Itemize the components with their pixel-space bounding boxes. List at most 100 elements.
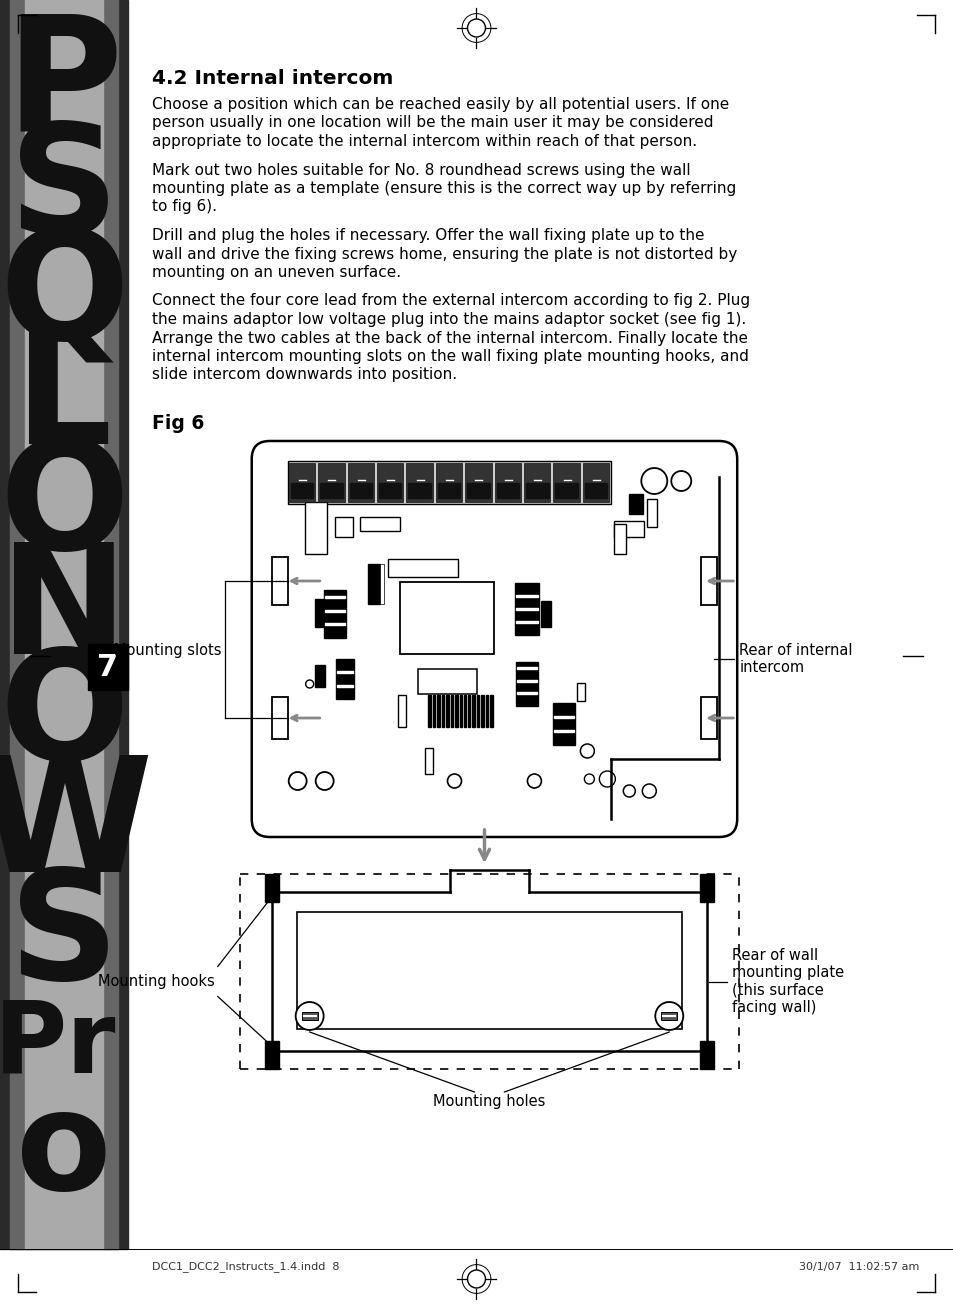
Bar: [523, 463, 550, 502]
Text: wall and drive the fixing screws home, ensuring the plate is not distorted by: wall and drive the fixing screws home, e…: [152, 247, 737, 261]
Text: O: O: [0, 433, 129, 582]
Bar: [314, 599, 324, 627]
Text: O: O: [0, 643, 129, 792]
Bar: [264, 1040, 278, 1069]
Text: Pr: Pr: [0, 996, 116, 1094]
Bar: [700, 874, 714, 902]
Circle shape: [295, 1002, 323, 1030]
Bar: [517, 680, 537, 682]
Bar: [486, 695, 488, 727]
Bar: [378, 484, 401, 498]
Bar: [463, 695, 466, 727]
Bar: [490, 695, 493, 727]
Bar: [541, 601, 551, 627]
Bar: [408, 484, 431, 498]
Text: 4.2 Internal intercom: 4.2 Internal intercom: [152, 69, 393, 88]
Text: Connect the four core lead from the external intercom according to fig 2. Plug: Connect the four core lead from the exte…: [152, 294, 749, 308]
Bar: [614, 524, 626, 554]
Bar: [272, 697, 288, 738]
Text: person usually in one location will be the main user it may be considered: person usually in one location will be t…: [152, 115, 713, 131]
Bar: [554, 716, 574, 718]
Bar: [553, 703, 575, 745]
Bar: [289, 463, 314, 502]
Bar: [336, 672, 353, 673]
Bar: [88, 644, 128, 690]
Bar: [525, 484, 548, 498]
Bar: [0, 0, 128, 1249]
Text: Fig 6: Fig 6: [152, 414, 204, 433]
Bar: [349, 484, 372, 498]
Bar: [459, 695, 461, 727]
Bar: [417, 669, 477, 694]
Bar: [324, 596, 344, 597]
Bar: [387, 559, 457, 576]
Bar: [264, 874, 278, 902]
Bar: [314, 665, 324, 687]
Bar: [582, 463, 609, 502]
Text: DCC1_DCC2_Instructs_1.4.indd  8: DCC1_DCC2_Instructs_1.4.indd 8: [152, 1261, 339, 1273]
Bar: [335, 518, 353, 537]
Bar: [611, 759, 723, 823]
Bar: [700, 697, 717, 738]
Text: mounting on an uneven surface.: mounting on an uneven surface.: [152, 265, 400, 280]
Bar: [406, 463, 433, 502]
Text: mounting plate as a template (ensure this is the correct way up by referring: mounting plate as a template (ensure thi…: [152, 180, 736, 196]
Bar: [497, 484, 518, 498]
Bar: [495, 463, 520, 502]
Bar: [555, 484, 578, 498]
Bar: [696, 796, 723, 823]
Bar: [441, 695, 443, 727]
FancyBboxPatch shape: [252, 440, 737, 836]
Bar: [320, 484, 342, 498]
Text: Drill and plug the holes if necessary. Offer the wall fixing plate up to the: Drill and plug the holes if necessary. O…: [152, 227, 703, 243]
Bar: [427, 695, 430, 727]
Bar: [481, 695, 484, 727]
Bar: [554, 731, 574, 732]
Bar: [553, 463, 579, 502]
Bar: [359, 518, 399, 531]
Bar: [515, 583, 538, 635]
Bar: [432, 695, 434, 727]
Bar: [367, 565, 379, 604]
Text: appropriate to locate the internal intercom within reach of that person.: appropriate to locate the internal inter…: [152, 135, 697, 149]
Bar: [424, 748, 432, 774]
Bar: [323, 589, 345, 638]
Text: Mounting holes: Mounting holes: [433, 1094, 545, 1110]
Bar: [436, 463, 462, 502]
Text: o: o: [16, 1085, 112, 1219]
Bar: [577, 684, 585, 701]
Bar: [517, 668, 537, 669]
Bar: [296, 912, 681, 1029]
Text: Arrange the two cables at the back of the internal intercom. Finally locate the: Arrange the two cables at the back of th…: [152, 331, 747, 345]
Bar: [304, 502, 326, 554]
Bar: [336, 685, 353, 686]
Text: Mounting hooks: Mounting hooks: [98, 974, 214, 989]
Bar: [291, 484, 313, 498]
Bar: [288, 461, 611, 505]
Bar: [714, 796, 723, 823]
Text: Q: Q: [0, 222, 129, 371]
Bar: [516, 663, 537, 706]
Bar: [454, 695, 457, 727]
Bar: [516, 595, 537, 597]
Text: Choose a position which can be reached easily by all potential users. If one: Choose a position which can be reached e…: [152, 97, 728, 112]
Bar: [584, 484, 607, 498]
Bar: [324, 609, 344, 612]
Bar: [397, 695, 405, 727]
Bar: [450, 695, 452, 727]
Bar: [335, 659, 354, 699]
Text: 30/1/07  11:02:57 am: 30/1/07 11:02:57 am: [799, 1263, 919, 1272]
Text: to fig 6).: to fig 6).: [152, 200, 216, 214]
Bar: [516, 608, 537, 610]
Bar: [467, 484, 489, 498]
Text: the mains adaptor low voltage plug into the mains adaptor socket (see fig 1).: the mains adaptor low voltage plug into …: [152, 312, 745, 327]
Text: W: W: [0, 749, 152, 904]
Bar: [629, 494, 642, 514]
Bar: [437, 484, 459, 498]
Bar: [436, 695, 439, 727]
Bar: [468, 695, 470, 727]
Bar: [324, 623, 344, 625]
Bar: [700, 557, 717, 605]
Bar: [614, 521, 643, 537]
Bar: [272, 557, 288, 605]
